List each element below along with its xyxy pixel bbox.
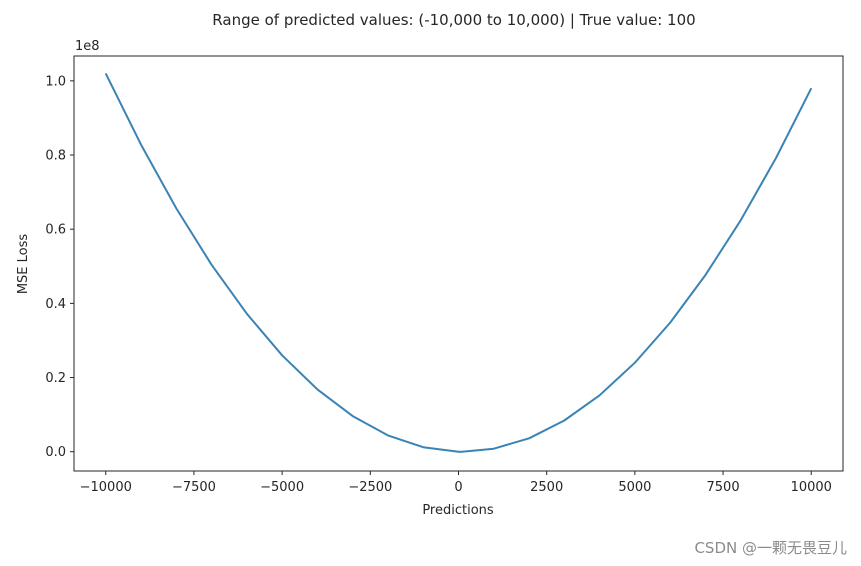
y-axis-ticks: 0.0 0.2 0.4 0.6 0.8 1.0 [45, 74, 74, 460]
chart-title: Range of predicted values: (-10,000 to 1… [212, 11, 695, 29]
x-tick-label: −5000 [260, 480, 304, 495]
y-axis-label: MSE Loss [16, 234, 31, 295]
series-layer [104, 72, 813, 453]
x-tick-label: 5000 [618, 480, 651, 495]
plot-frame [73, 55, 844, 472]
watermark-text: CSDN @一颗无畏豆儿 [694, 539, 847, 557]
y-offset-label: 1e8 [75, 39, 100, 54]
x-tick-label: 10000 [791, 480, 832, 495]
y-tick-label: 0.2 [45, 371, 66, 386]
x-tick-label: −2500 [348, 480, 392, 495]
y-tick-label: 0.6 [45, 223, 66, 238]
y-tick-label: 0.8 [45, 149, 66, 164]
x-tick-label: −7500 [172, 480, 216, 495]
x-tick-label: −10000 [80, 480, 132, 495]
x-axis-label: Predictions [422, 503, 494, 518]
mse-loss-line [104, 72, 813, 453]
x-tick-label: 0 [454, 480, 462, 495]
y-tick-label: 0.0 [45, 445, 66, 460]
x-axis-ticks: −10000 −7500 −5000 −2500 0 2500 5000 7500 10000 [80, 471, 832, 495]
x-tick-label: 2500 [530, 480, 563, 495]
x-tick-label: 7500 [707, 480, 740, 495]
y-tick-label: 1.0 [45, 74, 66, 89]
y-tick-label: 0.4 [45, 297, 66, 312]
